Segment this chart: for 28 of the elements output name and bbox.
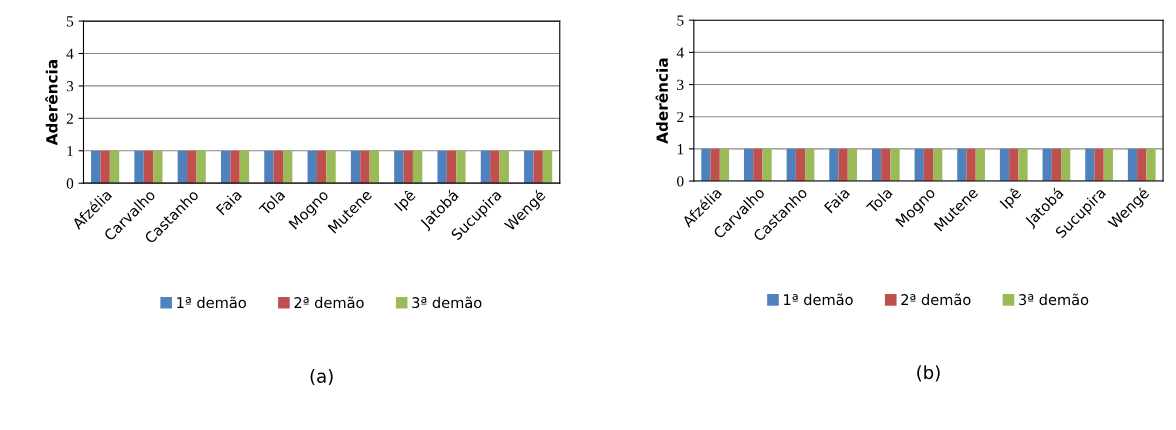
- legend-label: 2ª demão: [294, 296, 364, 309]
- y-tick-label: 2: [66, 113, 73, 124]
- x-tick-label: Tola: [258, 188, 286, 217]
- y-tick-label: 3: [677, 79, 684, 90]
- legend-label: 1ª demão: [177, 296, 246, 309]
- y-tick-label: 5: [677, 15, 684, 26]
- x-tick-label: Tola: [865, 186, 893, 214]
- y-axis-title: Aderência: [655, 58, 668, 144]
- x-tick-label: Faia: [215, 188, 243, 216]
- x-tick-label: Faia: [823, 186, 851, 214]
- y-tick-label: 1: [67, 145, 73, 157]
- legend-label: 3ª demão: [412, 296, 482, 309]
- y-tick-label: 1: [677, 144, 684, 155]
- y-tick-label: 0: [677, 176, 684, 187]
- y-tick-label: 5: [67, 16, 74, 27]
- y-axis-title: Aderência: [45, 60, 58, 146]
- legend-label: 1ª demão: [784, 293, 853, 306]
- x-tick-label: Ipê: [393, 188, 419, 214]
- text: (b): [917, 365, 940, 382]
- x-tick-label: Ipê: [998, 186, 1024, 212]
- y-tick-label: 2: [677, 111, 684, 122]
- legend-label: 3ª demão: [1019, 293, 1089, 306]
- y-tick-label: 3: [66, 81, 74, 92]
- legend-label: 2ª demão: [901, 293, 971, 306]
- y-tick-label: 4: [676, 47, 684, 58]
- text: (a): [310, 368, 333, 386]
- y-tick-label: 4: [66, 48, 74, 59]
- y-tick-label: 0: [66, 178, 74, 189]
